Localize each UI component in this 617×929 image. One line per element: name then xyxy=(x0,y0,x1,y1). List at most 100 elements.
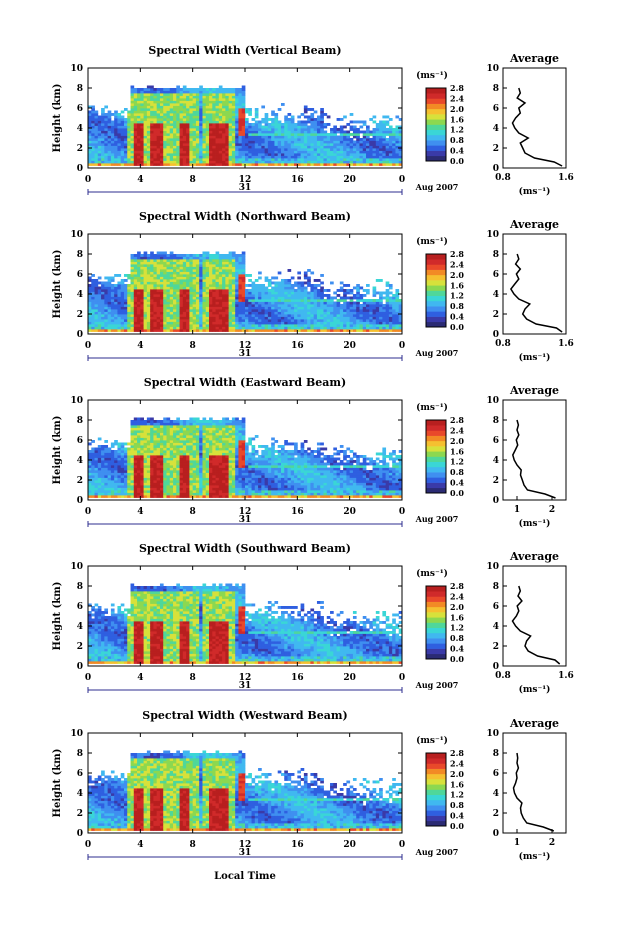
heatmap-cell xyxy=(231,145,236,149)
heatmap-cell xyxy=(336,301,341,305)
heatmap-cell xyxy=(320,148,324,151)
heatmap-cell xyxy=(235,319,239,322)
heatmap-cell xyxy=(186,299,190,302)
heatmap-cell xyxy=(225,304,230,307)
heatmap-cell xyxy=(356,163,360,166)
heatmap-cell xyxy=(339,125,344,129)
heatmap-cell xyxy=(117,475,122,478)
heatmap-cell xyxy=(199,324,203,327)
heatmap-cell xyxy=(97,299,102,302)
heatmap-cell xyxy=(362,150,367,154)
heatmap-cell xyxy=(195,274,200,277)
heatmap-cell xyxy=(248,294,252,297)
heatmap-cell xyxy=(235,113,239,116)
heatmap-cell xyxy=(241,133,246,136)
heatmap-cell xyxy=(398,316,403,320)
heatmap-cell xyxy=(369,140,373,144)
heatmap-cell xyxy=(267,128,272,131)
heatmap-cell xyxy=(379,158,383,161)
heatmap-cell xyxy=(369,326,373,330)
heatmap-cell xyxy=(173,150,177,154)
heatmap-cell xyxy=(166,88,171,91)
heatmap-cell xyxy=(300,153,305,156)
heatmap-cell xyxy=(297,155,301,159)
heatmap-cell xyxy=(307,291,311,295)
heatmap-cell xyxy=(323,314,328,317)
heatmap-cell xyxy=(388,306,393,310)
heatmap-cell xyxy=(156,256,161,260)
heatmap-cell xyxy=(313,150,318,154)
heatmap-cell xyxy=(97,306,102,310)
heatmap-cell xyxy=(133,155,138,159)
heatmap-cell xyxy=(366,145,370,149)
heatmap-cell xyxy=(179,321,184,325)
heatmap-cell xyxy=(300,145,305,149)
heatmap-cell xyxy=(179,279,184,282)
heatmap-cell xyxy=(205,160,210,164)
heatmap-cell xyxy=(186,145,190,149)
heatmap-cell xyxy=(146,108,151,111)
heatmap-cell xyxy=(326,306,331,310)
heatmap-cell xyxy=(156,311,161,315)
heatmap-cell xyxy=(97,455,102,458)
heatmap-cell xyxy=(159,329,164,332)
heatmap-cell xyxy=(153,128,158,131)
heatmap-cell xyxy=(320,138,324,141)
heatmap-cell xyxy=(264,138,269,141)
heatmap-cell xyxy=(238,259,243,262)
heatmap-cell xyxy=(91,314,95,317)
heatmap-cell xyxy=(101,306,105,310)
heatmap-cell xyxy=(343,135,347,139)
heatmap-cell xyxy=(349,153,354,156)
heatmap-cell xyxy=(336,299,341,302)
heatmap-cell xyxy=(163,140,167,144)
heatmap-cell xyxy=(169,289,174,292)
heatmap-cell xyxy=(137,108,141,111)
heatmap-cell xyxy=(199,153,203,156)
heatmap-cell xyxy=(150,150,154,154)
heatmap-cell xyxy=(127,128,131,131)
heatmap-cell xyxy=(287,319,292,322)
heatmap-cell xyxy=(199,125,203,129)
heatmap-cell xyxy=(303,105,308,109)
heatmap-cell xyxy=(182,291,187,295)
heatmap-cell xyxy=(320,309,324,312)
heatmap-cell xyxy=(143,143,148,146)
heatmap-cell xyxy=(107,276,112,280)
heatmap-cell xyxy=(359,286,364,290)
heatmap-cell xyxy=(110,445,115,448)
heatmap-cell xyxy=(209,110,213,114)
heatmap-cell xyxy=(179,103,184,106)
heatmap-cell xyxy=(248,130,252,134)
heatmap-cell xyxy=(339,314,344,317)
heatmap-cell xyxy=(356,150,360,154)
heatmap-cell xyxy=(127,492,131,496)
heatmap-cell xyxy=(290,158,295,161)
heatmap-cell xyxy=(146,158,151,161)
heatmap-cell xyxy=(277,316,282,320)
heatmap-cell xyxy=(366,321,370,325)
heatmap-cell xyxy=(123,457,128,461)
heatmap-cell xyxy=(143,329,148,332)
heatmap-cell xyxy=(222,150,226,154)
heatmap-cell xyxy=(97,324,102,327)
heatmap-cell xyxy=(290,321,295,325)
heatmap-cell xyxy=(209,296,213,300)
colorbar-swatch xyxy=(426,145,446,151)
heatmap-cell xyxy=(159,88,164,91)
heatmap-cell xyxy=(186,266,190,270)
heatmap-cell xyxy=(218,311,223,315)
heatmap-cell xyxy=(284,316,288,320)
heatmap-cell xyxy=(356,304,360,307)
heatmap-cell xyxy=(362,130,367,134)
heatmap-cell xyxy=(192,271,197,275)
heatmap-cell xyxy=(235,105,239,109)
heatmap-cell xyxy=(241,88,246,91)
heatmap-cell xyxy=(235,145,239,149)
heatmap-cell xyxy=(277,138,282,141)
heatmap-cell xyxy=(137,284,141,287)
heatmap-cell xyxy=(352,133,357,136)
heatmap-cell xyxy=(280,286,285,290)
heatmap-cell xyxy=(333,153,337,156)
heatmap-cell xyxy=(110,487,115,491)
